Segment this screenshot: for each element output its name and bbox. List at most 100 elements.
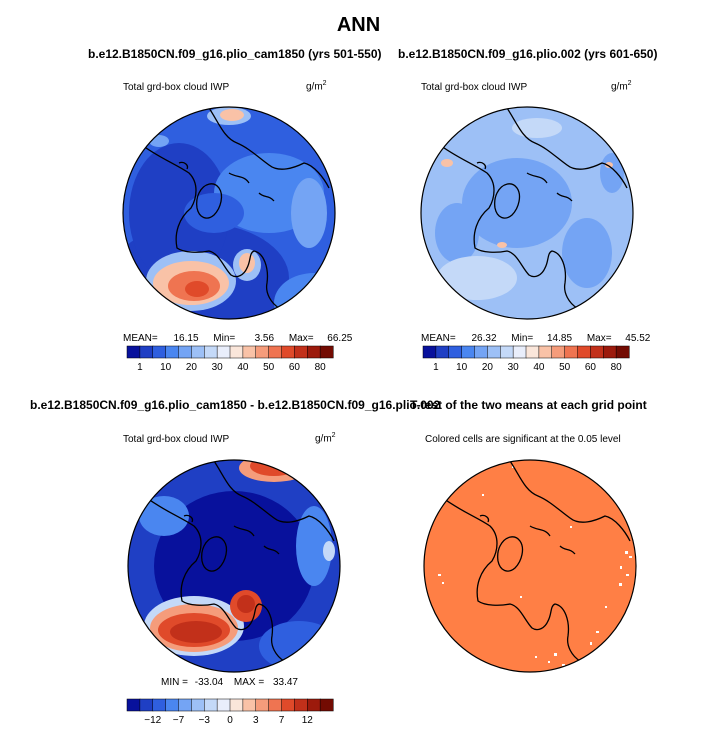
panel3-coastline-greenland (200, 536, 228, 572)
panel2-colorbar-label: 10 (456, 362, 468, 373)
panel2-field-warm (441, 159, 453, 167)
panel1-colorbar-box (204, 345, 218, 359)
panel1-colorbar-label: 60 (289, 362, 301, 373)
panel1-coastline-america (208, 107, 330, 189)
panel2-colorbar-box (435, 345, 450, 359)
panel4-note: Colored cells are significant at the 0.0… (425, 434, 621, 445)
panel1-variable-label: Total grd-box cloud IWP (123, 82, 230, 93)
panel3-variable-label: Total grd-box cloud IWP (123, 434, 230, 445)
panel2-colorbar-box (603, 345, 617, 359)
panel1-colorbar-box (307, 345, 321, 359)
panel1-colorbar-box (242, 345, 257, 359)
panel2-colorbar-box (525, 345, 540, 359)
panel2-coastline-america (506, 107, 628, 189)
panel3-case-title: b.e12.B1850CN.f09_g16.plio_cam1850 - b.e… (30, 398, 441, 412)
panel1-colorbar-label: 30 (212, 362, 224, 373)
panel3-colorbar-label: −7 (173, 715, 185, 726)
panel2-colorbar-box (422, 345, 437, 359)
panel4-coastline-eurasia (439, 495, 581, 662)
panel1-colorbar-box (126, 345, 141, 359)
panel3-colorbar-label: 12 (302, 715, 314, 726)
panel1-field-mid (291, 178, 327, 248)
panel1-field-warm (239, 253, 255, 273)
panel3-field-mid (139, 496, 189, 536)
panel3-stats: MIN = -33.04 MAX = 33.47 (161, 677, 298, 688)
panel2-colorbar-box (538, 345, 553, 359)
panel3-colorbar-box (126, 698, 141, 712)
panel3-field-hot (237, 595, 255, 613)
panel2-field-mid (435, 203, 479, 263)
panel1-colorbar-label: 20 (186, 362, 198, 373)
panel1-colorbar: 1 10 20 30 40 50 60 80 (126, 345, 334, 373)
panel3-colorbar-box (178, 698, 192, 712)
panel3-colorbar-box (307, 698, 321, 712)
panel2-colorbar-box (448, 345, 463, 359)
panel2-field-mid (600, 153, 624, 193)
panel2-colorbar-label: 40 (533, 362, 545, 373)
panel2-colorbar-label: 50 (559, 362, 571, 373)
panel4-coastline-islands (479, 514, 576, 555)
panel3-field-mid (259, 621, 339, 671)
panel2-colorbar-label: 30 (508, 362, 520, 373)
panel3-field-hot (170, 621, 222, 643)
panel2-colorbar-box (512, 345, 527, 359)
panel1-coastline-islands (178, 161, 275, 202)
panel2-variable-label: Total grd-box cloud IWP (421, 82, 528, 93)
panel2-units: g/m2 (611, 80, 632, 93)
panel2-colorbar-box (487, 345, 501, 359)
panel3-colorbar-box (281, 698, 295, 712)
panel3-colorbar-box (268, 698, 283, 712)
panel1-colorbar-box (281, 345, 295, 359)
panel2-case-title: b.e12.B1850CN.f09_g16.plio.002 (yrs 601-… (398, 47, 658, 61)
panel1-units: g/m2 (306, 80, 327, 93)
panel2-coastline-islands (476, 161, 573, 202)
panel3-colorbar-box (255, 698, 270, 712)
panel3-colorbar-box (139, 698, 154, 712)
panel2-colorbar-label: 60 (585, 362, 597, 373)
panel3-field-hot (250, 460, 298, 476)
panel1-colorbar-box (178, 345, 192, 359)
panel3-colorbar-label: 3 (253, 715, 259, 726)
panel1-field-hot (185, 281, 209, 297)
panel1-colorbar-box (268, 345, 283, 359)
panel3-polar-map (127, 459, 341, 673)
panel3-coastline-eurasia (143, 495, 285, 662)
panel1-colorbar-box (319, 345, 334, 359)
panel4-insignificant-cells (438, 466, 632, 666)
panel3-colorbar: −12 −7 −3 0 3 7 12 (126, 698, 334, 726)
panel2-field-warm (497, 242, 507, 248)
panel3-units: g/m2 (315, 432, 336, 445)
panel3-colorbar-box (216, 698, 231, 712)
panel1-colorbar-label: 1 (137, 362, 143, 373)
panel1-field-deep (129, 143, 229, 283)
panel4-coastline-greenland (496, 536, 524, 572)
panel3-colorbar-label: −3 (199, 715, 211, 726)
main-title: ANN (336, 14, 381, 36)
panel2-colorbar-box (590, 345, 604, 359)
panel4-coastline-america (509, 460, 631, 542)
panel3-colorbar-box (191, 698, 205, 712)
panel3-colorbar-box (204, 698, 218, 712)
panel3-field-light (323, 541, 335, 561)
panel1-colorbar-box (139, 345, 154, 359)
panel4-map-background (424, 460, 636, 672)
panel1-colorbar-label: 10 (160, 362, 172, 373)
panel2-polar-map (420, 106, 634, 320)
panel2-colorbar-box (551, 345, 566, 359)
panel2-colorbar: 1 10 20 30 40 50 60 80 (422, 345, 630, 373)
panel2-colorbar-box (461, 345, 476, 359)
panel2-field-light (512, 118, 562, 138)
panel3-colorbar-box (242, 698, 257, 712)
panel2-coastline-eurasia (436, 142, 578, 309)
panel3-colorbar-box (152, 698, 167, 712)
panel1-colorbar-label: 50 (263, 362, 275, 373)
panel2-colorbar-box (500, 345, 514, 359)
panel1-colorbar-box (191, 345, 205, 359)
panel2-field-light (437, 256, 517, 300)
panel1-coastline-eurasia (138, 142, 280, 309)
panel3-colorbar-label: 0 (227, 715, 233, 726)
panel3-colorbar-label: −12 (144, 715, 161, 726)
panel1-colorbar-box (152, 345, 167, 359)
panel3-colorbar-box (229, 698, 244, 712)
panel2-colorbar-box (577, 345, 591, 359)
